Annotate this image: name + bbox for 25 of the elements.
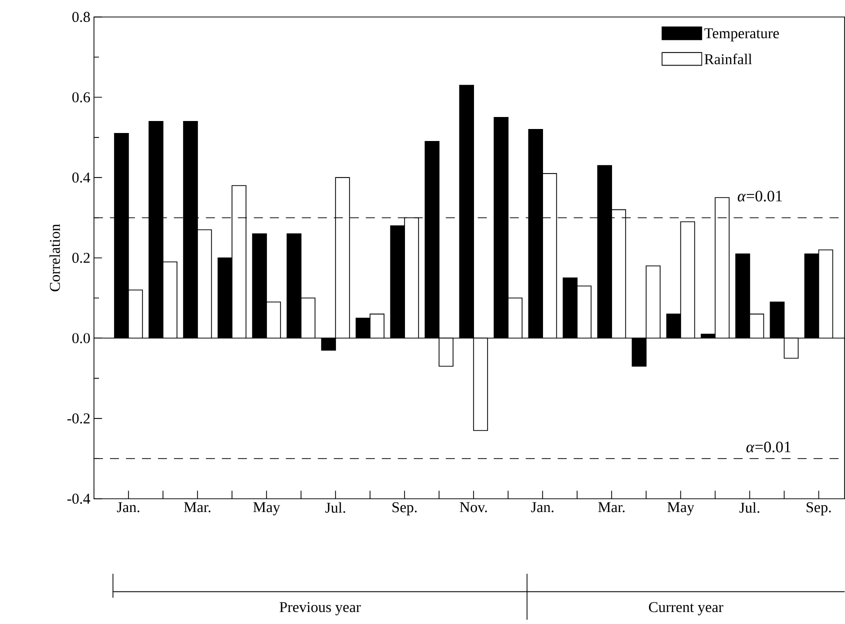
y-tick-label: 0.8	[72, 12, 90, 22]
y-tick-label: 0.6	[72, 92, 90, 103]
x-tick-label: Mar.	[598, 502, 625, 512]
x-tick-label: Sep.	[392, 502, 417, 516]
x-tick-label: Mar.	[184, 502, 210, 512]
y-tick-label: 0.2	[72, 252, 90, 264]
x-tick-label: Nov.	[460, 502, 487, 512]
y-axis-title: Correlation	[49, 224, 60, 292]
annotation: α=0.01	[738, 190, 782, 202]
x-tick-label: May	[667, 502, 694, 516]
x-tick-label: Jul.	[325, 502, 346, 514]
y-tick-label: -0.2	[67, 414, 90, 424]
annotation: α=0.01	[746, 442, 790, 453]
x-tick-label: Jul.	[739, 502, 760, 514]
y-tick-label: -0.4	[67, 494, 90, 504]
text: Previous year	[280, 602, 361, 616]
legend-label: Temperature	[704, 28, 779, 42]
legend-label: Rainfall	[704, 54, 752, 64]
y-tick-label: 0.4	[72, 172, 90, 183]
y-tick-label: 0.0	[72, 333, 90, 344]
x-tick-label: Jan.	[531, 502, 554, 512]
x-tick-label: May	[253, 502, 280, 516]
x-tick-label: Sep.	[806, 502, 831, 516]
text: Current year	[648, 602, 724, 616]
x-tick-label: Jan.	[116, 502, 140, 512]
